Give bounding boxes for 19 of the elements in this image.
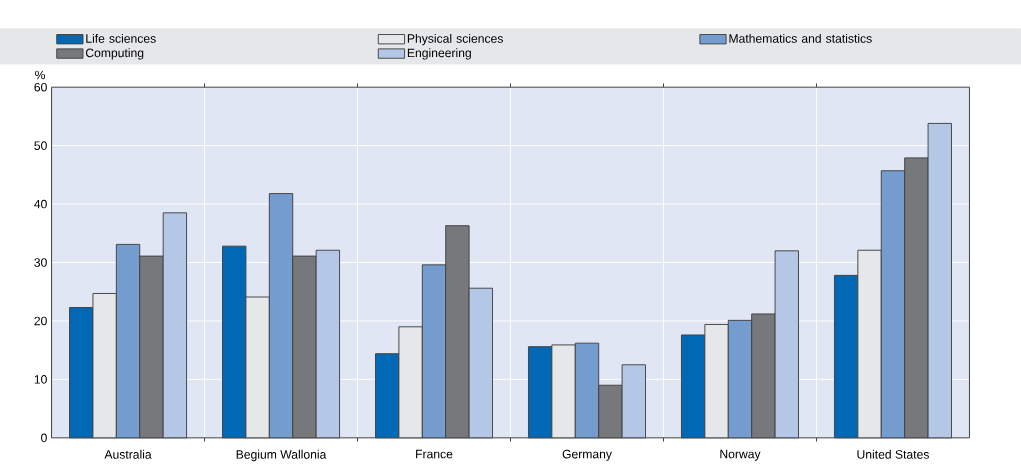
y-tick-label: 0 <box>41 433 47 443</box>
legend-label: Computing <box>85 48 144 60</box>
legend-label: Mathematics and statistics <box>729 34 872 43</box>
legend-label: Life sciences <box>86 34 156 43</box>
y-tick-label: 50 <box>34 141 47 151</box>
y-axis-title: % <box>35 70 46 80</box>
x-tick-label: Australia <box>104 449 152 459</box>
x-tick-label: France <box>416 449 453 459</box>
x-tick-label: Germany <box>562 449 612 461</box>
legend-label: Engineering <box>407 48 471 60</box>
y-tick-label: 10 <box>34 375 47 384</box>
x-tick-label: Begium Wallonia <box>236 449 327 462</box>
x-tick-label: United States <box>857 449 929 459</box>
y-tick-label: 30 <box>34 258 47 267</box>
y-tick-label: 60 <box>34 83 47 92</box>
x-tick-label: Norway <box>720 449 761 461</box>
legend-label: Physical sciences <box>407 34 503 46</box>
y-tick-label: 40 <box>34 199 47 209</box>
y-tick-label: 20 <box>34 316 47 326</box>
